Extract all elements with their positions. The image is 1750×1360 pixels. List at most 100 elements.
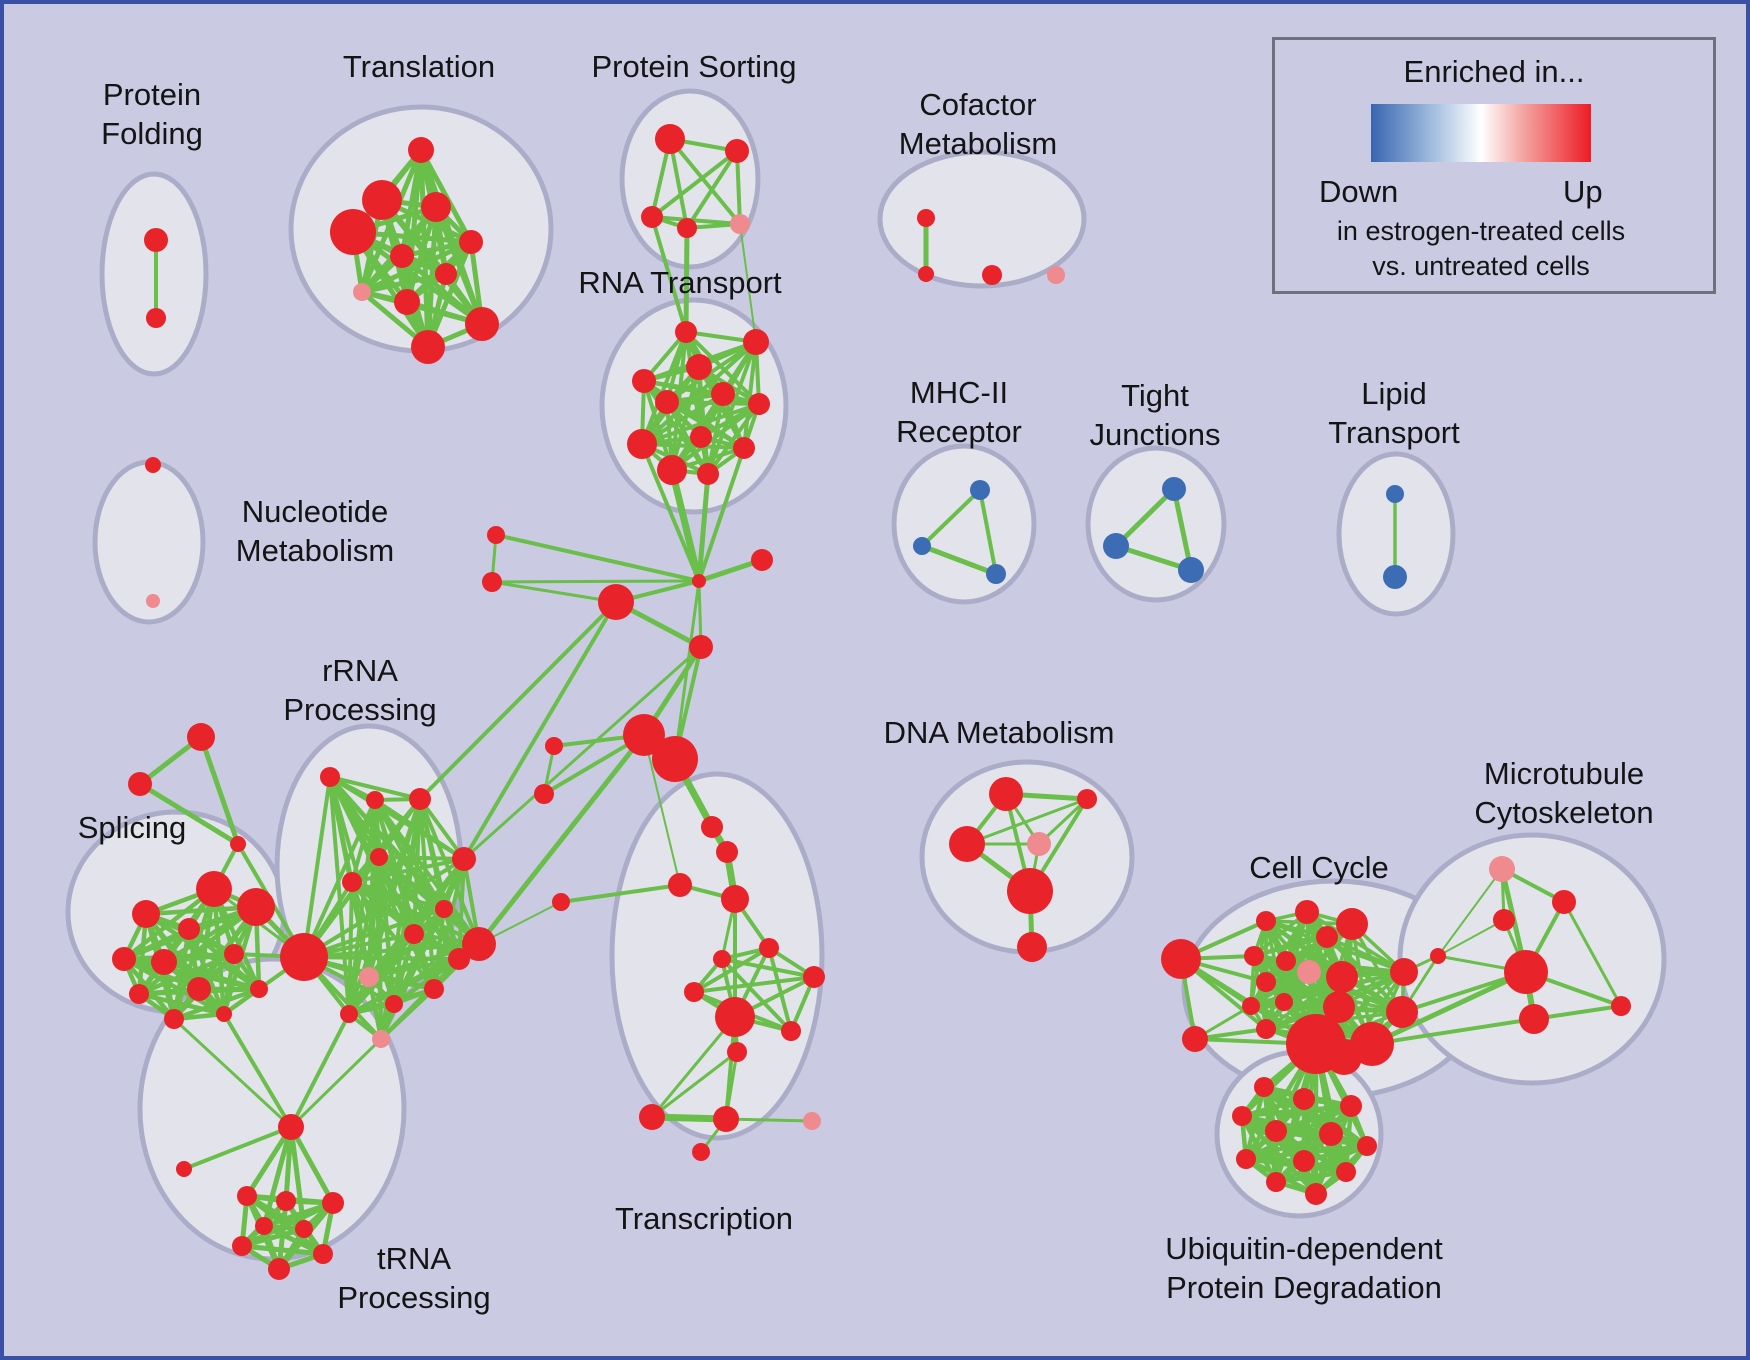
- cluster-label-translation: Translation: [343, 49, 495, 84]
- graph-node: [1390, 958, 1418, 986]
- graph-edge: [670, 402, 761, 472]
- graph-node: [743, 329, 769, 355]
- graph-edge: [495, 533, 700, 583]
- graph-edge: [329, 775, 421, 801]
- graph-edge: [1253, 935, 1328, 958]
- graph-node: [268, 1258, 290, 1280]
- graph-node: [1266, 1172, 1286, 1192]
- graph-node: [1182, 1026, 1208, 1052]
- graph-edge: [1437, 868, 1503, 957]
- graph-node: [278, 1114, 304, 1140]
- graph-node: [1256, 972, 1276, 992]
- graph-node: [986, 564, 1006, 584]
- graph-edge: [351, 857, 465, 884]
- graph-edge: [643, 734, 681, 886]
- graph-node: [1319, 1122, 1343, 1146]
- cluster-label-rrna-processing: rRNA Processing: [283, 653, 436, 727]
- graph-edge: [684, 330, 761, 406]
- graph-node: [1244, 946, 1264, 966]
- graph-node: [313, 1244, 333, 1264]
- graph-node: [372, 1030, 390, 1048]
- graph-edge: [198, 736, 241, 845]
- graph-node: [949, 826, 985, 862]
- graph-node: [1305, 1183, 1327, 1205]
- graph-edge: [1275, 1169, 1347, 1185]
- graph-edge: [289, 1013, 351, 1128]
- graph-node: [390, 244, 414, 268]
- graph-edge: [418, 797, 466, 861]
- graph-node: [1357, 1136, 1377, 1156]
- legend-subtitle-line1: in estrogen-treated cells: [1336, 216, 1626, 246]
- graph-edge: [418, 600, 618, 801]
- graph-edge: [418, 798, 481, 945]
- graph-node: [187, 723, 215, 751]
- graph-edge: [706, 341, 758, 475]
- graph-edge: [668, 469, 703, 582]
- graph-edge: [477, 733, 646, 946]
- graph-edge: [462, 645, 703, 861]
- graph-edge: [1326, 935, 1405, 974]
- graph-node: [1297, 960, 1321, 984]
- graph-node: [1323, 991, 1355, 1023]
- graph-edge: [735, 150, 742, 225]
- graph-node: [129, 984, 149, 1004]
- graph-node: [1276, 951, 1296, 971]
- graph-edge: [241, 1243, 324, 1257]
- graph-node: [677, 218, 697, 238]
- graph-node: [545, 737, 563, 755]
- graph-node: [1386, 996, 1418, 1028]
- cluster-label-splicing: Splicing: [78, 810, 187, 845]
- graph-node: [1611, 996, 1631, 1016]
- graph-node: [409, 788, 431, 810]
- graph-node: [552, 893, 570, 911]
- graph-node: [781, 1021, 801, 1041]
- graph-edge: [378, 855, 465, 861]
- nodes-layer: [112, 124, 1631, 1280]
- graph-node: [132, 900, 160, 928]
- graph-node: [1017, 932, 1047, 962]
- graph-node: [632, 369, 656, 393]
- legend-title: Enriched in...: [1403, 54, 1585, 89]
- graph-edge: [261, 1126, 294, 1227]
- cluster-label-ubiquitin-degradation: Ubiquitin-dependent Protein Degradation: [1165, 1231, 1443, 1305]
- graph-edge: [183, 1125, 292, 1171]
- graph-node: [657, 455, 687, 485]
- graph-node: [751, 549, 773, 571]
- graph-edge: [742, 341, 758, 449]
- graph-edge: [1437, 919, 1505, 957]
- graph-edge: [1115, 543, 1192, 573]
- graph-node: [759, 938, 779, 958]
- graph-edge: [640, 392, 725, 446]
- graph-edge: [173, 986, 260, 1022]
- graph-edge: [361, 271, 447, 295]
- graph-node: [459, 230, 483, 254]
- graph-node: [178, 918, 200, 940]
- graph-node: [655, 390, 679, 414]
- graph-node: [435, 263, 457, 285]
- graph-node: [151, 949, 177, 975]
- graph-node: [216, 1006, 232, 1022]
- graph-node: [1275, 993, 1293, 1011]
- cluster-label-transcription: Transcription: [615, 1201, 793, 1236]
- graph-node: [280, 933, 328, 981]
- graph-node: [713, 950, 731, 968]
- graph-edge: [725, 1117, 813, 1123]
- graph-edge: [706, 393, 725, 475]
- graph-node: [655, 124, 685, 154]
- graph-node: [144, 228, 168, 252]
- graph-node: [1336, 908, 1368, 940]
- graph-edge: [767, 947, 793, 1032]
- graph-edge: [263, 1200, 334, 1229]
- graph-edge: [706, 402, 761, 476]
- graph-node: [1007, 868, 1053, 914]
- graph-edge: [1171, 488, 1194, 571]
- graph-node: [353, 283, 371, 301]
- graph-node: [1242, 997, 1260, 1015]
- graph-node: [224, 944, 244, 964]
- graph-edge: [1562, 901, 1623, 1007]
- graph-edge: [302, 799, 377, 958]
- graph-node: [370, 848, 388, 866]
- graph-edge: [698, 557, 763, 584]
- graph-node: [716, 841, 738, 863]
- graph-node: [1295, 900, 1319, 924]
